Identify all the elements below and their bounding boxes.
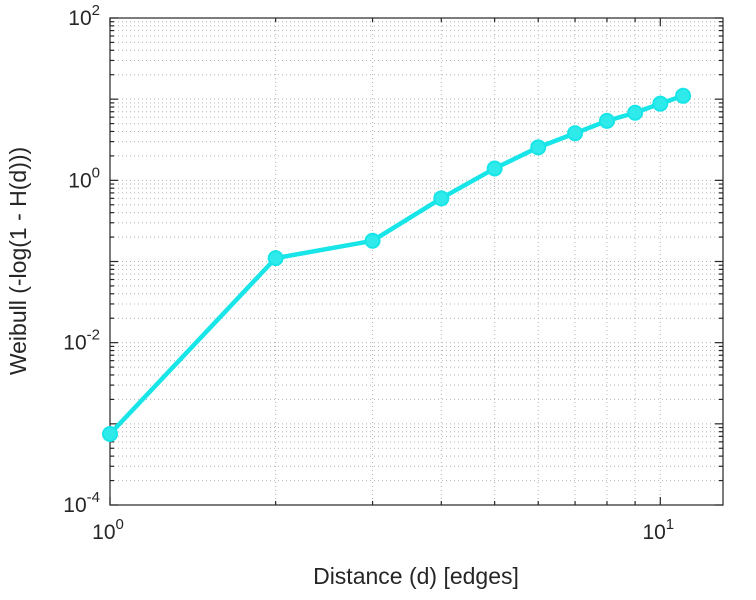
svg-text:101: 101: [642, 516, 674, 544]
y-axis-label: Weibull (-log(1 - H(d))): [5, 147, 31, 375]
svg-text:100: 100: [68, 164, 100, 192]
svg-text:10-4: 10-4: [63, 489, 100, 517]
x-axis-label: Distance (d) [edges]: [313, 563, 519, 589]
minor-gridlines: [110, 18, 723, 505]
svg-text:102: 102: [68, 2, 100, 30]
plot-box: [109, 17, 724, 506]
svg-text:100: 100: [92, 516, 124, 544]
axis-tick-marks: [109, 17, 723, 506]
axis-tick-labels: 100 101 10-4 10-2 100 102: [63, 2, 674, 544]
data-series-weibull: [102, 87, 692, 442]
svg-text:10-2: 10-2: [63, 327, 100, 355]
